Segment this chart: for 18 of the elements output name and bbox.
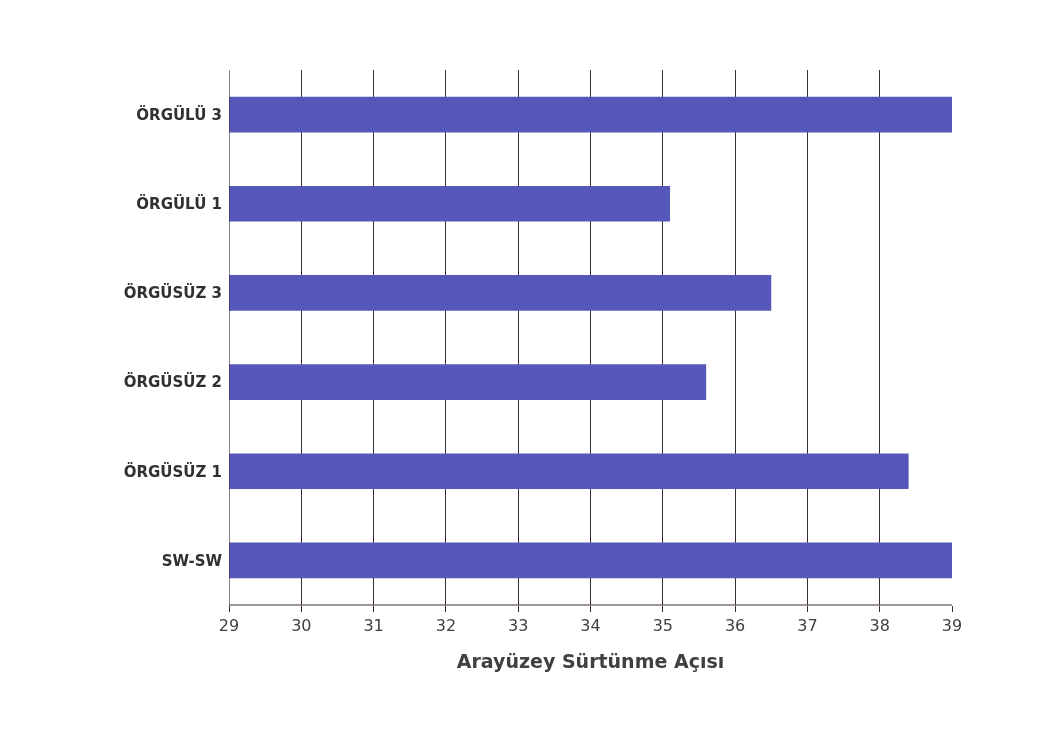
x-tick-label: 37 [797, 616, 818, 636]
x-tick-label: 39 [941, 616, 963, 636]
x-tick-label: 29 [218, 616, 240, 636]
x-tick-label: 36 [724, 616, 746, 636]
y-tick-label: ÖRGÜLÜ 3 [136, 104, 222, 124]
y-tick-label: ÖRGÜSÜZ 1 [123, 461, 222, 481]
x-tick-label: 35 [652, 616, 673, 636]
x-tick-label: 31 [363, 616, 384, 636]
x-tick-label: 38 [869, 616, 890, 636]
x-tick-label: 30 [291, 616, 312, 636]
x-axis-title: Arayüzey Sürtünme Açısı [456, 650, 725, 672]
y-tick-label: ÖRGÜSÜZ 2 [123, 372, 222, 392]
y-tick-label: ÖRGÜSÜZ 3 [123, 283, 222, 303]
x-tick-label: 32 [435, 616, 457, 636]
y-tick-label: ÖRGÜLÜ 1 [136, 194, 222, 213]
y-tick-label: SW-SW [161, 551, 223, 570]
x-tick-label: 34 [580, 616, 601, 636]
x-tick-label: 33 [508, 616, 529, 636]
